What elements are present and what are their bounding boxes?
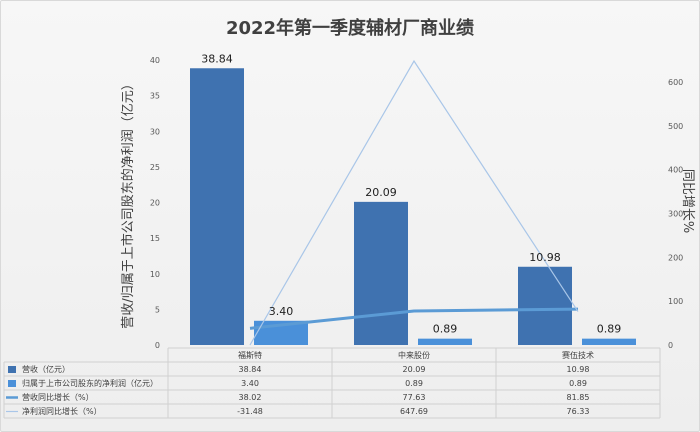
table-value: 0.89: [405, 379, 423, 388]
y-tick-right-label: 200: [668, 253, 683, 262]
legend-entry: 净利润同比增长（%）: [22, 406, 102, 416]
x-tick-label: 赛伍技术: [562, 350, 594, 360]
x-tick-label: 中来股份: [398, 350, 430, 360]
bar-data-label: 38.84: [201, 52, 233, 65]
bar: [582, 338, 636, 345]
y-tick-left-label: 10: [150, 270, 160, 279]
y-tick-left-label: 15: [150, 234, 160, 243]
bar: [354, 201, 408, 345]
y-tick-left-label: 5: [155, 305, 160, 314]
y-axis-title-right: 同比增长%: [680, 169, 695, 233]
legend-entry: 营收同比增长（%）: [22, 392, 94, 402]
y-tick-left-label: 20: [150, 199, 160, 208]
y-tick-right-label: 300: [668, 209, 683, 218]
bar: [418, 338, 472, 345]
y-tick-left-label: 30: [150, 127, 160, 136]
legend-key: [8, 380, 16, 387]
table-value: 81.85: [567, 393, 590, 402]
data-labels: 38.84 20.09 10.98 3.40 0.89 0.89: [201, 52, 621, 335]
y-tick-left-label: 40: [150, 56, 160, 65]
legend-entry: 营收（亿元）: [22, 364, 70, 374]
y-tick-right-label: 0: [668, 341, 673, 350]
table-value: 0.89: [569, 379, 587, 388]
y-axis-title-left: 营收/归属于上市公司股东的净利润（亿元）: [120, 77, 136, 328]
table-value: 3.40: [241, 379, 259, 388]
line-marks: [249, 59, 579, 346]
table-value: 10.98: [567, 365, 590, 374]
bar-data-label: 3.40: [269, 305, 294, 318]
x-tick-label: 福斯特: [238, 350, 262, 360]
legend-entry: 归属于上市公司股东的净利润（亿元）: [22, 378, 158, 388]
y-tick-left-label: 25: [150, 163, 160, 172]
y-tick-right-label: 600: [668, 78, 683, 87]
chart-title: 2022年第一季度辅材厂商业绩: [226, 17, 474, 39]
table-value: 647.69: [400, 407, 428, 416]
table-value: 20.09: [403, 365, 426, 374]
bar: [190, 68, 244, 345]
y-tick-right-label: 500: [668, 122, 683, 131]
y-tick-right-label: 100: [668, 297, 683, 306]
y-tick-left-label: 0: [155, 341, 160, 350]
legend-key: [8, 366, 16, 373]
bar-data-label: 10.98: [529, 251, 561, 264]
table-value: 38.02: [239, 393, 262, 402]
table-value: -31.48: [237, 407, 263, 416]
table-value: 38.84: [239, 365, 262, 374]
table-value: 76.33: [567, 407, 590, 416]
bar: [518, 266, 572, 345]
line-series: [249, 307, 579, 330]
bar-marks: [190, 68, 636, 345]
bar-data-label: 0.89: [433, 323, 458, 336]
line-series: [249, 59, 579, 346]
y-tick-left-label: 35: [150, 92, 160, 101]
bar-data-label: 0.89: [597, 323, 622, 336]
bar-data-label: 20.09: [365, 186, 397, 199]
y-tick-right-label: 400: [668, 166, 683, 175]
table-value: 77.63: [403, 393, 426, 402]
